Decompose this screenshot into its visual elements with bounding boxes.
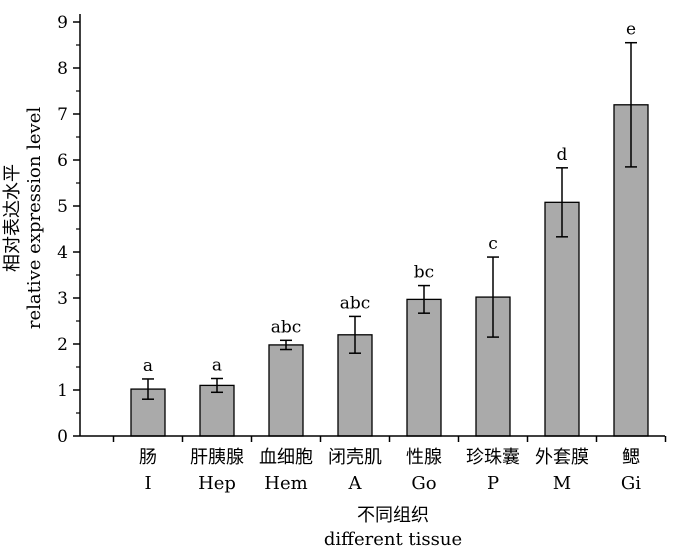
category-label-en: Gi <box>621 473 641 494</box>
y-tick-label: 5 <box>57 197 68 217</box>
bar <box>406 298 442 437</box>
y-tick-label: 4 <box>57 243 68 263</box>
category-label-cn: 鳃 <box>622 447 640 468</box>
significance-label: bc <box>414 263 434 283</box>
y-axis-title: 相对表达水平 relative expression level <box>2 107 45 329</box>
category-label-cn: 性腺 <box>406 447 442 468</box>
category-label-cn: 闭壳肌 <box>328 447 382 468</box>
significance-label: abc <box>271 317 302 337</box>
category-label-cn: 血细胞 <box>259 447 313 468</box>
y-tick-label: 1 <box>57 381 68 401</box>
y-tick-label: 6 <box>57 151 68 171</box>
y-tick-label: 3 <box>57 289 68 309</box>
category-label-cn: 肠 <box>139 447 157 468</box>
y-tick-label: 9 <box>57 13 68 33</box>
category-label-en: I <box>144 473 151 494</box>
category-label-en: Hep <box>198 473 236 494</box>
y-axis-title-en: relative expression level <box>24 107 45 329</box>
category-label-en: P <box>487 473 499 494</box>
significance-label: a <box>212 356 222 376</box>
y-tick-label: 2 <box>57 335 68 355</box>
labels-group: a 肠Ia 肝胰腺 Hep abc 血细胞 Hem abc 闭壳肌 Abc 性腺 Go c 珍珠囊 Pd 外套… <box>57 13 641 494</box>
significance-label: e <box>626 20 636 40</box>
y-axis-title-cn: 相对表达水平 <box>2 164 23 272</box>
axes-group <box>73 14 667 442</box>
error-bars-group <box>142 41 637 400</box>
bar <box>475 296 511 437</box>
category-label-en: Hem <box>264 473 307 494</box>
bars-group <box>130 104 649 437</box>
category-label-en: M <box>553 473 571 494</box>
significance-label: c <box>488 234 498 254</box>
y-tick-label: 7 <box>57 105 68 125</box>
significance-label: a <box>143 356 153 376</box>
y-tick-label: 8 <box>57 59 68 79</box>
category-label-cn: 肝胰腺 <box>190 447 244 468</box>
significance-label: d <box>557 145 568 165</box>
category-label-en: A <box>348 473 363 494</box>
x-axis-title-en: different tissue <box>324 529 462 547</box>
category-label-cn: 外套膜 <box>535 447 589 468</box>
significance-label: abc <box>340 293 371 313</box>
bar <box>268 344 304 437</box>
category-label-en: Go <box>411 473 436 494</box>
category-label-cn: 珍珠囊 <box>466 447 520 468</box>
bar <box>199 384 235 437</box>
x-axis-title-cn: 不同组织 <box>357 505 429 526</box>
y-tick-label: 0 <box>57 427 68 447</box>
